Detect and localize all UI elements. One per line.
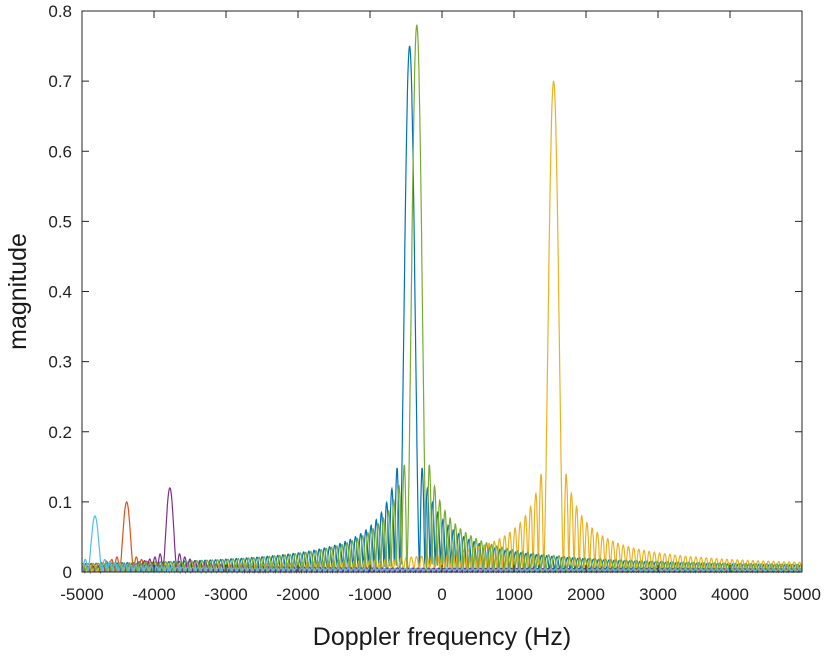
y-tick-label: 0: [63, 563, 72, 582]
x-tick-label: -5000: [60, 585, 103, 604]
x-axis-label: Doppler frequency (Hz): [313, 623, 571, 651]
series-line-5: [81, 24, 803, 572]
y-axis: 0 0.1 0.2 0.3 0.4 0.5 0.6 0.7 0.8: [48, 2, 802, 582]
x-tick-label: 1000: [495, 585, 533, 604]
plot-area: [82, 11, 802, 572]
x-tick-label: 5000: [783, 585, 821, 604]
x-tick-label: -4000: [132, 585, 175, 604]
y-tick-label: 0.7: [48, 72, 72, 91]
y-tick-label: 0.8: [48, 2, 72, 21]
x-tick-label: 4000: [711, 585, 749, 604]
x-tick-label: 2000: [567, 585, 605, 604]
x-tick-label: 3000: [639, 585, 677, 604]
y-tick-label: 0.1: [48, 493, 72, 512]
x-axis: -5000 -4000 -3000 -2000 -1000 0 1000 2000 3000 40…: [60, 11, 821, 604]
y-axis-label: magnitude: [4, 233, 32, 350]
x-tick-label: 0: [437, 585, 446, 604]
y-tick-label: 0.2: [48, 423, 72, 442]
x-tick-label: -3000: [204, 585, 247, 604]
y-tick-label: 0.6: [48, 142, 72, 161]
y-tick-label: 0.4: [48, 283, 72, 302]
y-tick-label: 0.5: [48, 212, 72, 231]
x-tick-label: -2000: [276, 585, 319, 604]
y-tick-label: 0.3: [48, 353, 72, 372]
x-tick-label: -1000: [348, 585, 391, 604]
